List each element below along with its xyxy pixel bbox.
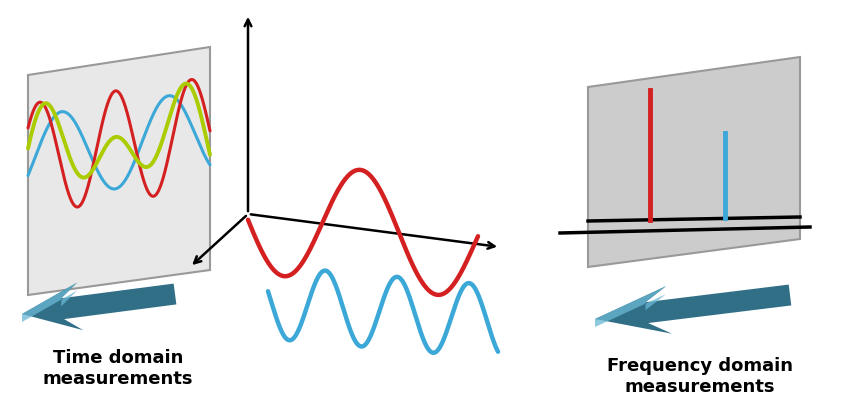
Polygon shape <box>595 286 666 327</box>
Polygon shape <box>22 283 77 322</box>
Polygon shape <box>595 285 791 334</box>
Text: Time domain
measurements: Time domain measurements <box>42 348 193 387</box>
Polygon shape <box>22 283 176 330</box>
Polygon shape <box>28 48 210 295</box>
Polygon shape <box>588 58 800 267</box>
Text: Frequency domain
measurements: Frequency domain measurements <box>607 356 793 395</box>
